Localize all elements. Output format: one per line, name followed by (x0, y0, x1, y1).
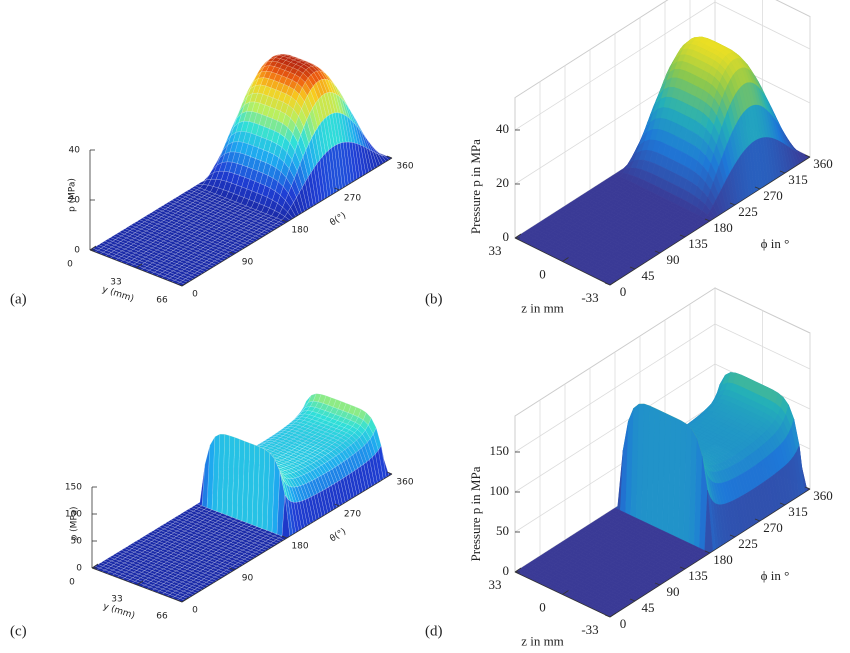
z-tick-label: 20 (496, 175, 509, 190)
y-tick-label: 66 (156, 612, 168, 622)
z-axis-title: p (MPa) (70, 506, 80, 540)
x-tick-label: 360 (396, 478, 413, 488)
x-tick-label: 225 (738, 204, 758, 219)
x-tick-label: 270 (344, 510, 361, 520)
x-tick-label: 315 (788, 172, 808, 187)
y-tick-label: 0 (67, 260, 73, 270)
z-tick-label: 150 (65, 483, 82, 493)
y-tick-label: 33 (110, 278, 121, 288)
y-tick-label: 66 (156, 296, 168, 306)
tick-mark (176, 283, 183, 287)
x-tick-label: 180 (713, 220, 733, 235)
tick-mark (89, 245, 97, 251)
z-tick-label: 0 (76, 564, 82, 574)
panel-label: (c) (10, 623, 27, 639)
x-tick-label: 360 (396, 162, 413, 172)
tick-mark (135, 263, 143, 269)
x-tick-label: 90 (667, 252, 680, 267)
y-tick-label: 0 (69, 578, 75, 588)
x-tick-label: 180 (291, 226, 308, 236)
tick-mark (334, 187, 340, 191)
z-tick-label: 40 (496, 121, 509, 136)
grid-line (514, 1, 716, 131)
tick-mark (229, 251, 235, 255)
y-tick-label: 0 (539, 266, 546, 281)
z-tick-label: 20 (69, 196, 81, 206)
tick-mark (281, 219, 288, 223)
surface (91, 393, 393, 603)
z-tick-label: 0 (503, 229, 510, 244)
y-tick-label: 33 (489, 243, 502, 258)
y-tick-label: 33 (111, 595, 122, 605)
x-tick-label: 90 (242, 258, 254, 268)
x-tick-label: 45 (642, 268, 655, 283)
x-axis-title: ϕ in ° (761, 236, 790, 251)
panel-label: (a) (10, 291, 27, 307)
panel-label: (b) (425, 291, 443, 307)
y-tick-label: -33 (581, 290, 598, 305)
z-tick-label: 0 (74, 246, 80, 256)
z-axis-title: p (MPa) (68, 178, 78, 212)
y-axis-title: z in mm (521, 300, 564, 315)
x-tick-label: 270 (344, 194, 361, 204)
x-axis-title: θ(°) (328, 211, 348, 229)
tick-mark (386, 155, 393, 159)
x-tick-label: 135 (688, 236, 708, 251)
x-tick-label: 360 (813, 156, 833, 171)
y-axis-title: y (mm) (102, 602, 136, 622)
x-tick-label: 90 (242, 574, 254, 584)
x-axis-title: θ(°) (328, 527, 348, 545)
panel: 0 20 40 0 33 66 0 90 180 270 360 p (MPa) y (mm) θ(°) (… (10, 53, 414, 307)
z-tick-label: 40 (69, 146, 81, 156)
x-tick-label: 270 (763, 188, 783, 203)
z-axis-title: Pressure p in MPa (468, 139, 483, 234)
x-tick-label: 0 (192, 606, 198, 616)
surface (89, 53, 393, 287)
surface (514, 36, 811, 286)
x-tick-label: 0 (192, 290, 198, 300)
x-tick-label: 0 (620, 284, 627, 299)
grid-line (714, 1, 811, 50)
y-axis-title: y (mm) (101, 285, 135, 305)
tick-mark (181, 281, 189, 287)
x-tick-label: 180 (291, 542, 308, 552)
